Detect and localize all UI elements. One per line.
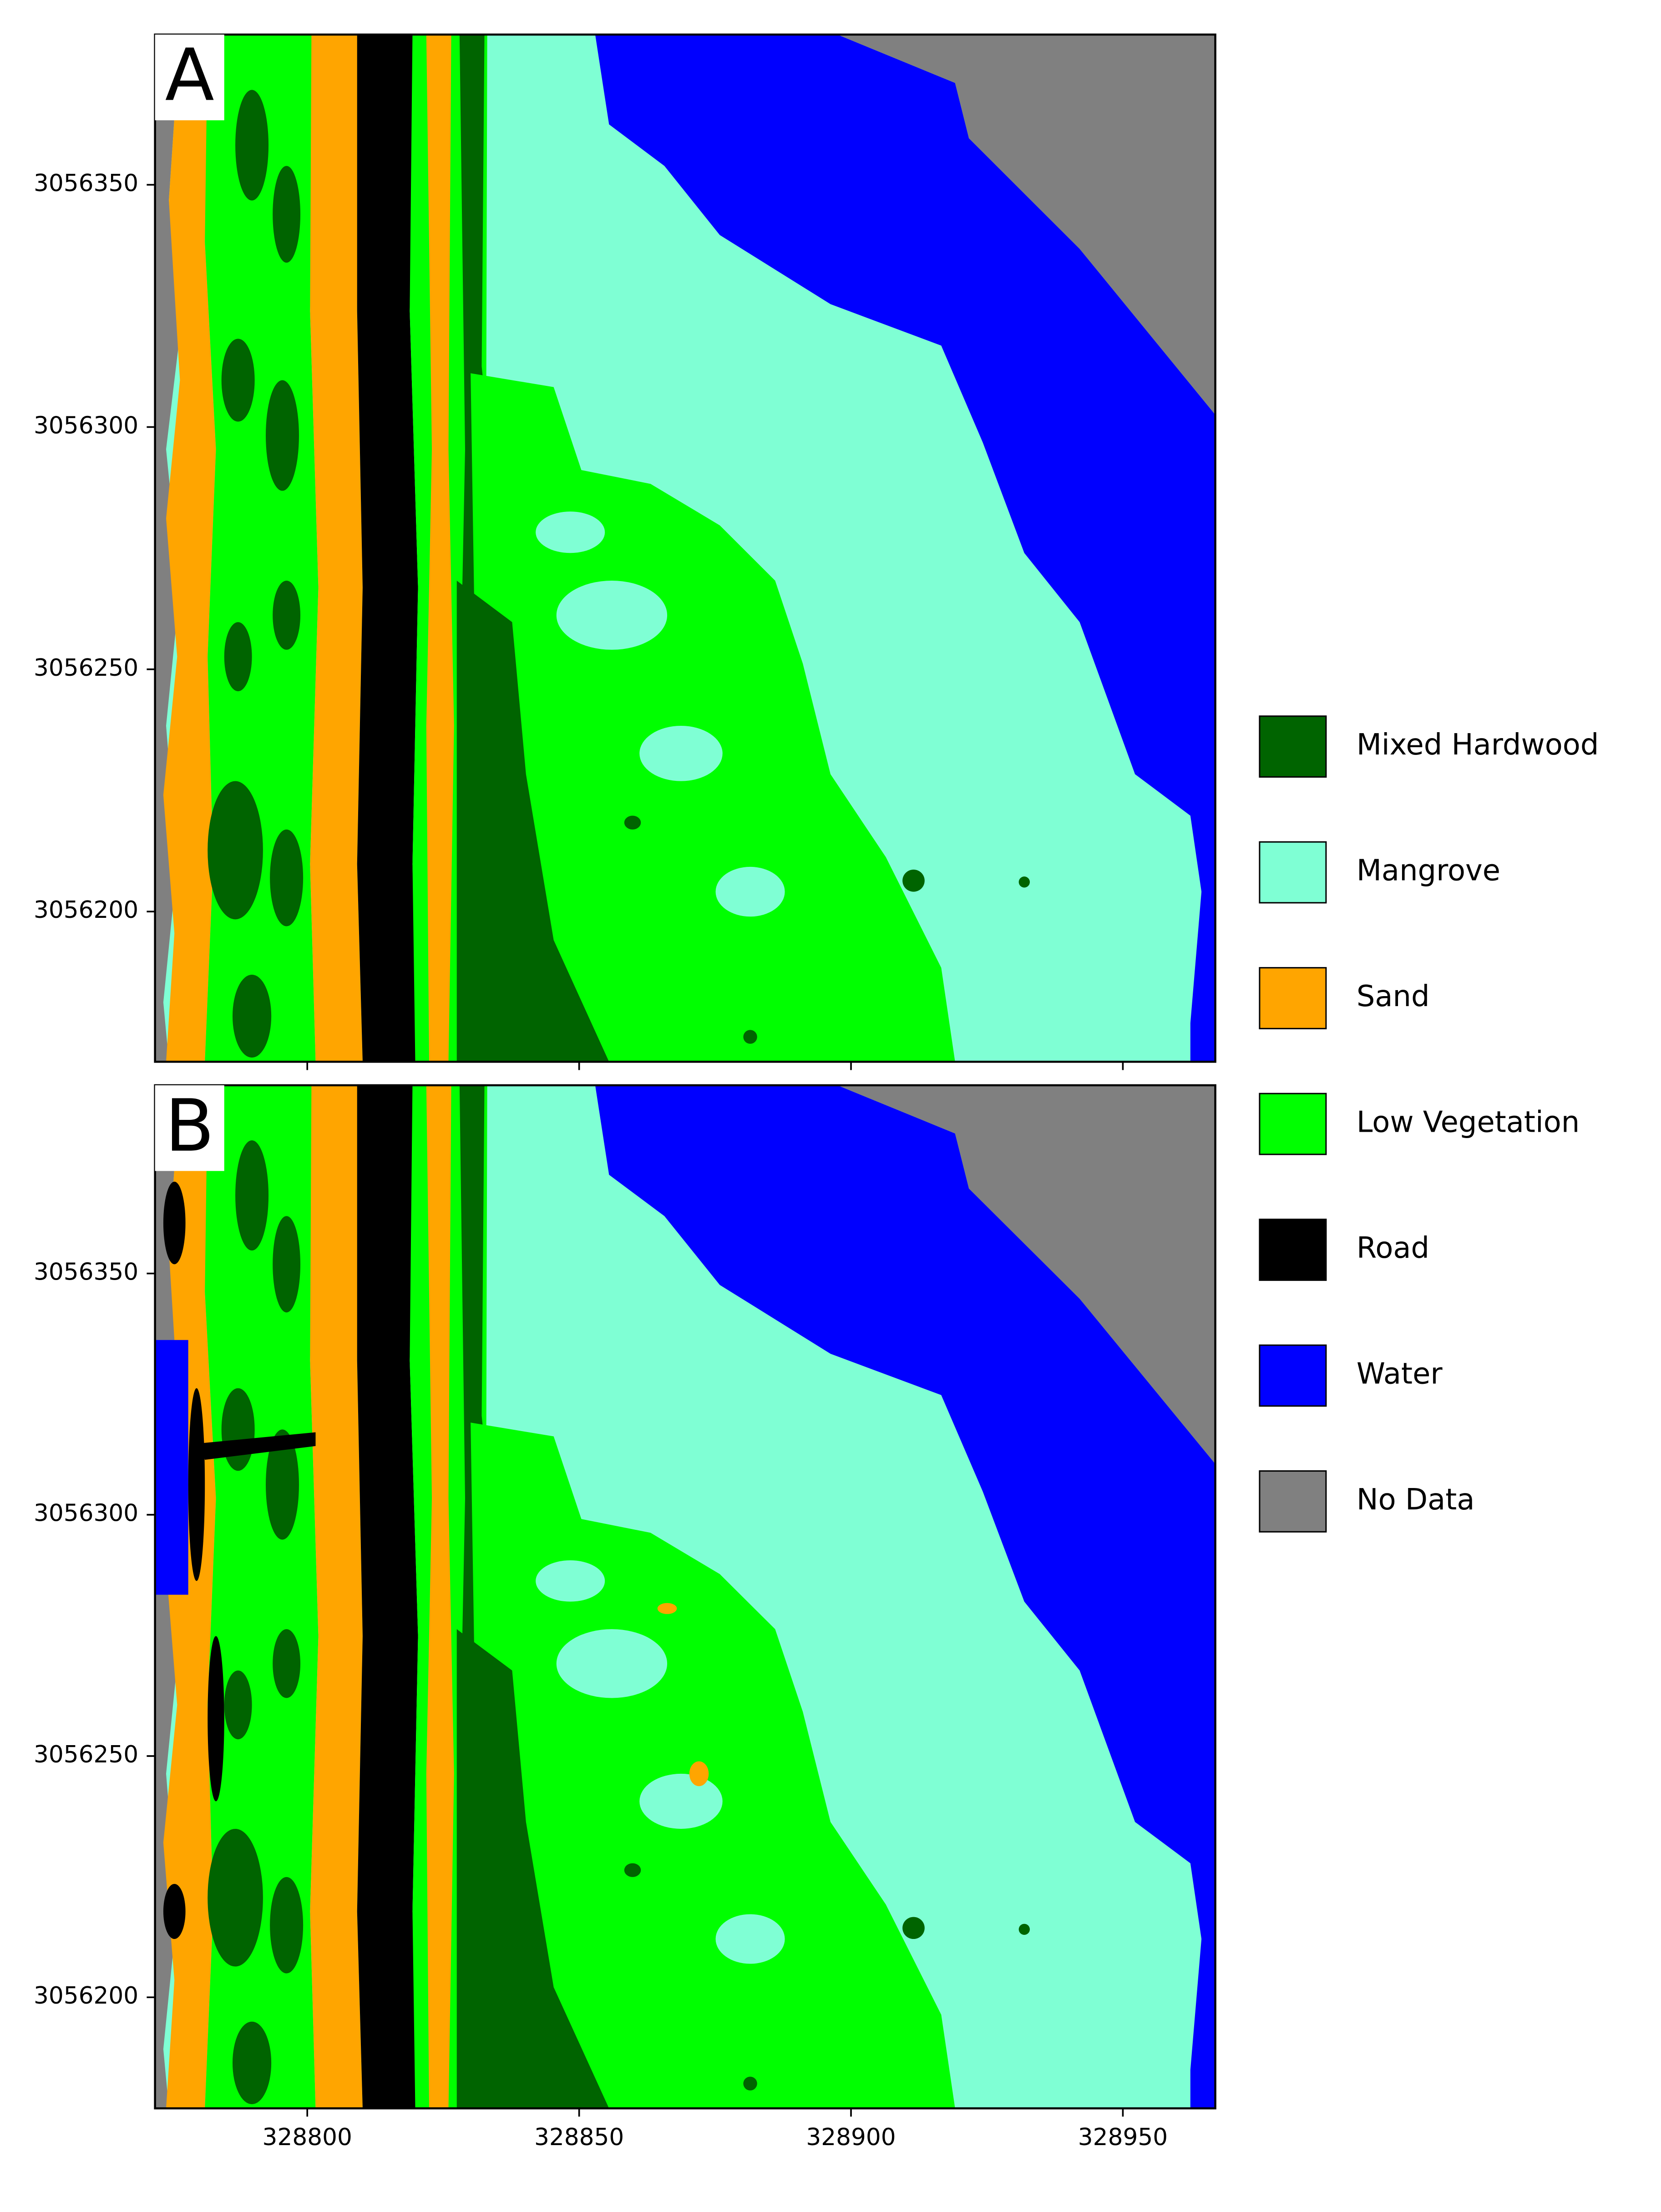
y-tick-label: 3056200 [34,896,138,924]
land-cover-region [155,1340,188,1595]
y-tick-label: 3056350 [34,170,138,197]
land-cover-region [163,1181,316,1939]
map-panel-b [154,1084,1216,2110]
legend-label: Mixed Hardwood [1357,728,1599,762]
legend-swatch [1259,841,1327,904]
y-tick-label: 3056300 [34,1500,138,1527]
x-tick-label: 328850 [534,2124,624,2151]
y-tick-label: 3056300 [34,412,138,439]
panel-letter: B [165,1084,214,1168]
legend-swatch [1259,967,1327,1029]
legend-label: Low Vegetation [1357,1106,1580,1139]
legend-swatch [1259,715,1327,778]
legend-label: Mangrove [1357,854,1500,888]
y-tick-label: 3056350 [34,1259,138,1286]
map-panel-a [154,33,1216,1063]
x-tick-label: 328950 [1078,2124,1168,2151]
x-tick-label: 328800 [263,2124,352,2151]
x-tick-label: 328900 [806,2124,896,2151]
legend-label: No Data [1357,1483,1475,1517]
y-tick-label: 3056250 [34,654,138,682]
legend-swatch [1259,1093,1327,1155]
panel-letter: A [165,34,214,117]
y-tick-label: 3056250 [34,1741,138,1768]
legend-label: Water [1357,1357,1443,1391]
panel-letter-a: A [155,34,224,121]
legend-label: Sand [1357,980,1430,1013]
panel-letter-b: B [155,1084,224,1171]
land-cover-region [657,1603,709,1787]
legend-swatch [1259,1219,1327,1281]
legend-swatch [1259,1470,1327,1533]
y-tick-label: 3056200 [34,1982,138,2010]
legend-label: Road [1357,1231,1429,1265]
legend-swatch [1259,1344,1327,1407]
